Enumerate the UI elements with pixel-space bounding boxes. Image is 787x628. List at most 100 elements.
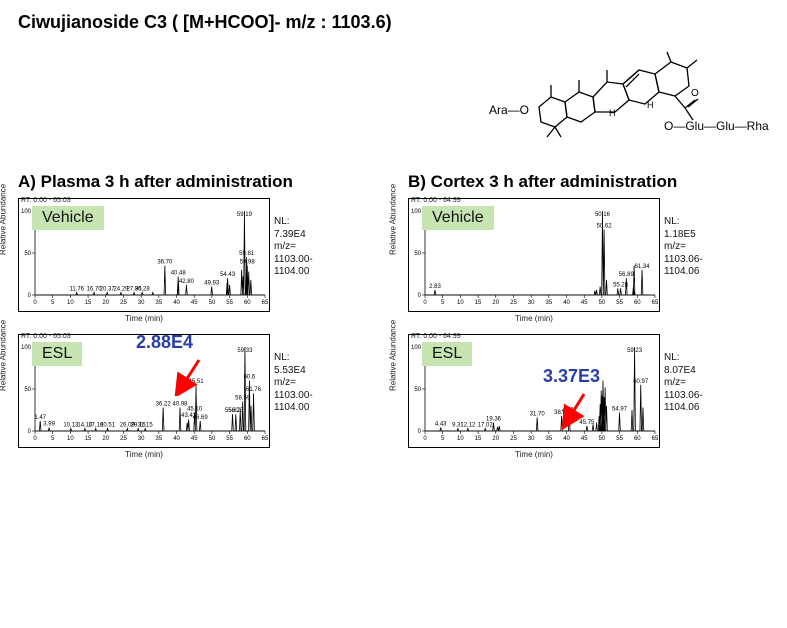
svg-text:42.80: 42.80 [179, 279, 195, 285]
svg-text:55: 55 [226, 436, 233, 442]
panel-a-chart-vehicle: Vehicle RT: 0.00 - 65.03 Relative Abunda… [18, 198, 378, 312]
callout-intensity: 3.37E3 [543, 366, 600, 387]
panels-row: A) Plasma 3 h after administration Vehic… [18, 172, 769, 458]
svg-text:1.47: 1.47 [34, 415, 46, 421]
panel-b-chart-vehicle: Vehicle RT: 0.00 - 64.99 Relative Abunda… [408, 198, 768, 312]
svg-text:40.98: 40.98 [172, 401, 188, 407]
svg-text:100: 100 [21, 209, 32, 215]
svg-text:60: 60 [244, 300, 251, 306]
svg-text:4.43: 4.43 [435, 422, 447, 428]
svg-text:60: 60 [244, 436, 251, 442]
svg-text:55: 55 [226, 300, 233, 306]
svg-text:30: 30 [528, 436, 535, 442]
x-axis-label: Time (min) [515, 314, 553, 323]
svg-text:36.22: 36.22 [156, 401, 172, 407]
svg-text:35: 35 [546, 300, 553, 306]
chemical-structure: H H O Ara—O O—Glu—Glu—Rham [489, 12, 769, 152]
svg-text:100: 100 [411, 345, 422, 351]
svg-text:15: 15 [475, 436, 482, 442]
svg-text:5: 5 [441, 436, 445, 442]
x-axis-label: Time (min) [125, 450, 163, 459]
svg-text:0: 0 [28, 293, 32, 299]
svg-text:10: 10 [457, 436, 464, 442]
svg-text:59.23: 59.23 [627, 348, 643, 354]
svg-text:19.36: 19.36 [486, 417, 502, 423]
svg-text:31.70: 31.70 [530, 412, 546, 418]
svg-text:20: 20 [492, 300, 499, 306]
svg-text:12.12: 12.12 [460, 422, 476, 428]
svg-text:40: 40 [563, 300, 570, 306]
svg-text:15: 15 [85, 300, 92, 306]
svg-text:O: O [691, 88, 699, 99]
svg-text:15: 15 [85, 436, 92, 442]
svg-text:0: 0 [418, 429, 422, 435]
svg-text:50: 50 [24, 387, 31, 393]
svg-text:25: 25 [120, 436, 127, 442]
svg-text:0: 0 [418, 293, 422, 299]
svg-text:50: 50 [24, 251, 31, 257]
svg-text:50.16: 50.16 [595, 212, 611, 218]
svg-text:60: 60 [634, 436, 641, 442]
nl-block: NL:5.53E4m/z=1103.00-1104.00 [274, 352, 364, 415]
svg-text:20: 20 [102, 436, 109, 442]
panel-b-title: B) Cortex 3 h after administration [408, 172, 768, 192]
svg-text:11.76: 11.76 [69, 286, 84, 292]
x-axis-label: Time (min) [515, 450, 553, 459]
nl-block: NL:7.39E4m/z=1103.00-1104.00 [274, 216, 364, 279]
svg-text:59.19: 59.19 [237, 212, 253, 218]
svg-text:36.70: 36.70 [157, 260, 173, 266]
svg-text:45: 45 [191, 300, 198, 306]
svg-text:54.43: 54.43 [220, 272, 236, 278]
callout-intensity: 2.88E4 [136, 332, 193, 353]
svg-text:56.75: 56.75 [228, 408, 244, 414]
svg-text:35: 35 [156, 436, 163, 442]
svg-text:3.99: 3.99 [43, 422, 55, 428]
svg-text:15: 15 [475, 300, 482, 306]
svg-text:50: 50 [209, 436, 216, 442]
svg-text:45: 45 [581, 300, 588, 306]
svg-text:100: 100 [21, 345, 32, 351]
svg-text:35: 35 [546, 436, 553, 442]
badge-vehicle: Vehicle [32, 206, 104, 230]
svg-text:40.48: 40.48 [171, 271, 187, 277]
svg-text:65: 65 [652, 300, 659, 306]
svg-text:60.6: 60.6 [244, 375, 256, 381]
svg-text:40: 40 [563, 436, 570, 442]
svg-text:0: 0 [33, 300, 37, 306]
svg-text:25: 25 [120, 300, 127, 306]
y-axis-label: Relative Abundance [0, 184, 8, 255]
svg-text:10: 10 [457, 300, 464, 306]
svg-text:100: 100 [411, 209, 422, 215]
panel-a: A) Plasma 3 h after administration Vehic… [18, 172, 378, 458]
svg-text:50: 50 [599, 436, 606, 442]
svg-text:25: 25 [510, 436, 517, 442]
svg-text:55: 55 [616, 436, 623, 442]
svg-text:10: 10 [67, 300, 74, 306]
svg-text:30: 30 [138, 300, 145, 306]
structure-right-label: O—Glu—Glu—Rham [664, 119, 769, 133]
svg-text:59.33: 59.33 [237, 348, 253, 354]
svg-text:45: 45 [191, 436, 198, 442]
svg-text:61.76: 61.76 [246, 387, 262, 393]
structure-left-label: Ara—O [489, 103, 529, 117]
svg-text:50: 50 [599, 300, 606, 306]
svg-text:30: 30 [528, 300, 535, 306]
svg-text:50.62: 50.62 [597, 223, 613, 229]
svg-text:45.10: 45.10 [187, 407, 203, 413]
svg-text:46.69: 46.69 [193, 415, 209, 421]
svg-text:0: 0 [423, 300, 427, 306]
y-axis-label: Relative Abundance [389, 184, 398, 255]
svg-text:25: 25 [510, 300, 517, 306]
svg-text:59.98: 59.98 [240, 260, 256, 266]
svg-text:31.15: 31.15 [138, 422, 154, 428]
svg-text:50: 50 [414, 387, 421, 393]
y-axis-label: Relative Abundance [389, 320, 398, 391]
svg-text:49.93: 49.93 [204, 281, 220, 287]
arrow-icon [558, 390, 588, 430]
nl-block: NL:8.07E4m/z=1103.06-1104.06 [664, 352, 754, 415]
svg-text:0: 0 [33, 436, 37, 442]
svg-text:50: 50 [414, 251, 421, 257]
panel-b: B) Cortex 3 h after administration Vehic… [408, 172, 768, 458]
badge-esl: ESL [32, 342, 82, 366]
svg-text:20.51: 20.51 [100, 422, 116, 428]
